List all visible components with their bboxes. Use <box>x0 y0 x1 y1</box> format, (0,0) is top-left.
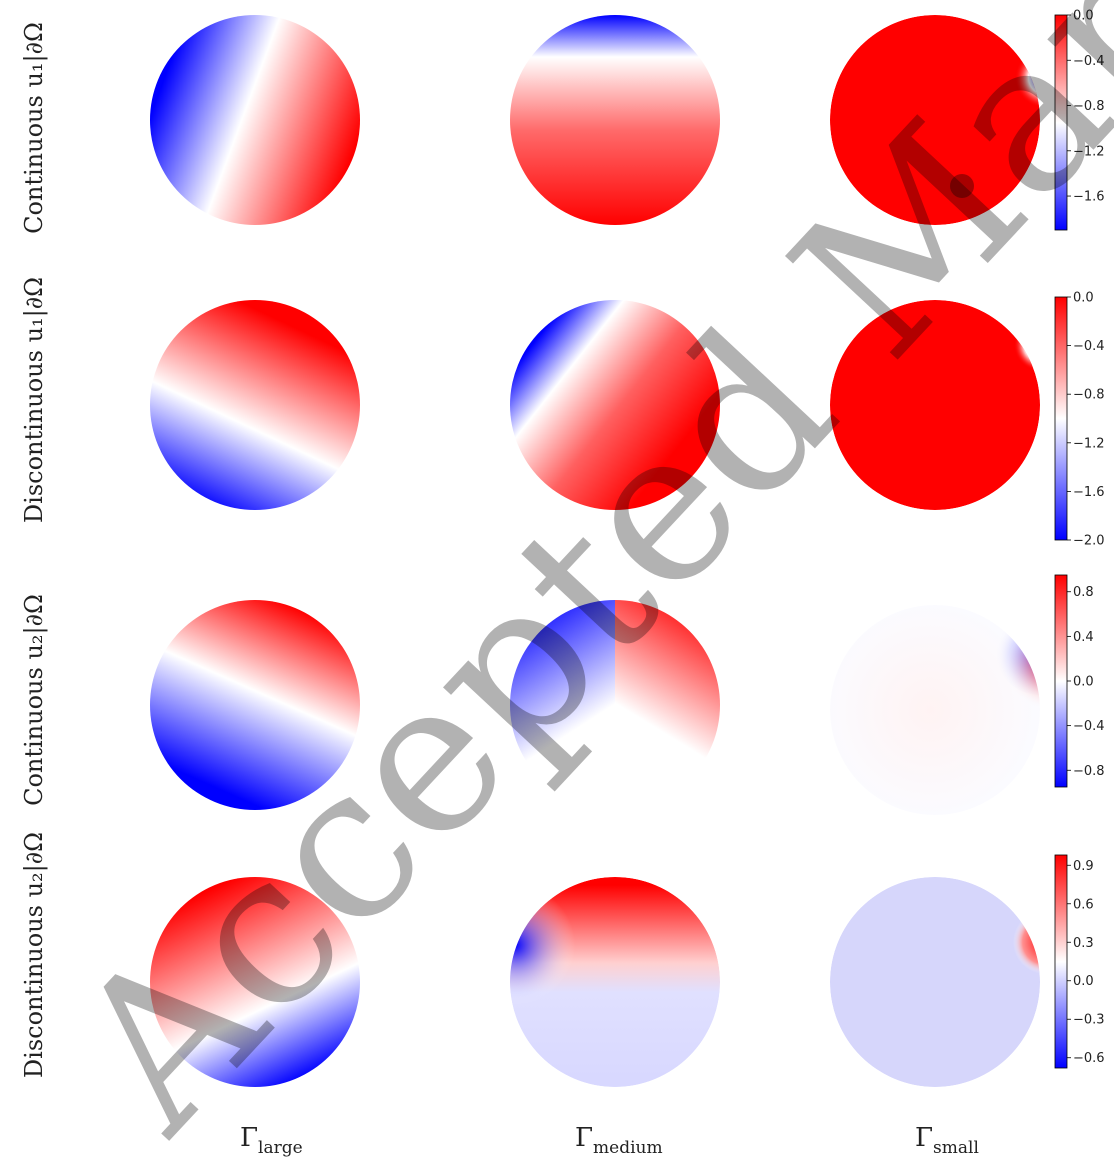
colorbar-tick-label: −1.2 <box>1073 436 1105 451</box>
panel-row2-medium <box>510 300 720 510</box>
blob-blue-r3c3 <box>995 605 1040 695</box>
disc-r1c2 <box>510 15 720 225</box>
colorbar-row2-ticks: 0.0 −0.4 −0.8 −1.2 −1.6 −2.0 <box>1067 291 1105 549</box>
colorbar-tick-label: −0.8 <box>1073 764 1105 779</box>
colorbar-row3-ticks: 0.8 0.4 0.0 −0.4 −0.8 <box>1067 585 1105 779</box>
col-label-small: Γsmall <box>915 1123 979 1157</box>
panel-row1-medium <box>510 15 720 225</box>
dark-dot-r1c3 <box>950 174 974 198</box>
colorbar-tick-label: −1.6 <box>1073 190 1105 205</box>
col-label-medium: Γmedium <box>575 1123 663 1157</box>
colorbar-tick-label: −0.8 <box>1073 99 1105 114</box>
colorbar-tick-label: −0.4 <box>1073 719 1105 734</box>
panel-row4-large <box>150 877 360 1087</box>
blob-blue-r4c3 <box>1006 879 1038 911</box>
colorbar-tick-label: −0.3 <box>1073 1013 1105 1028</box>
colorbar-tick-label: 0.8 <box>1073 585 1094 600</box>
blob-blue-r4c2 <box>510 885 575 1005</box>
disc-r4c3 <box>830 877 1040 1087</box>
disc-r2c3 <box>830 300 1040 510</box>
row-label-2: Discontinuous u₁|∂Ω <box>20 277 49 523</box>
colorbar-row4-bar <box>1054 854 1068 1069</box>
colorbar-row3: 0.8 0.4 0.0 −0.4 −0.8 <box>1054 574 1105 788</box>
panel-row3-medium <box>510 600 720 810</box>
row-label-1: Continuous u₁|∂Ω <box>20 22 49 234</box>
colorbar-row4-ticks: 0.9 0.6 0.3 0.0 −0.3 −0.6 <box>1067 859 1105 1066</box>
colorbar-tick-label: 0.6 <box>1073 897 1094 912</box>
row-label-4: Discontinuous u₂|∂Ω <box>20 832 49 1078</box>
panel-row1-large <box>150 15 360 225</box>
disc-r4c1 <box>150 877 360 1087</box>
colorbar-tick-label: 0.0 <box>1073 9 1094 24</box>
colorbar-row1-bar <box>1054 14 1068 231</box>
colorbar-row4: 0.9 0.6 0.3 0.0 −0.3 −0.6 <box>1054 854 1105 1069</box>
column-labels: Γlarge Γmedium Γsmall <box>240 1123 979 1157</box>
colorbar-tick-label: −1.6 <box>1073 485 1105 500</box>
disc-r3c3 <box>830 605 1040 815</box>
disc-r2c2 <box>510 300 720 510</box>
colorbar-row1: 0.0 −0.4 −0.8 −1.2 −1.6 <box>1054 9 1105 231</box>
disc-r3c1 <box>150 600 360 810</box>
panel-row4-medium <box>510 877 720 1087</box>
disc-r3c2-right <box>615 600 720 810</box>
row-labels: Continuous u₁|∂Ω Discontinuous u₁|∂Ω Con… <box>20 22 49 1078</box>
colorbar-row1-ticks: 0.0 −0.4 −0.8 −1.2 −1.6 <box>1067 9 1105 205</box>
colorbar-tick-label: −0.8 <box>1073 388 1105 403</box>
colorbar-tick-label: −0.4 <box>1073 54 1105 69</box>
colorbar-row2-bar <box>1054 296 1068 541</box>
colorbar-tick-label: −0.6 <box>1073 1051 1105 1066</box>
colorbar-tick-label: −0.4 <box>1073 339 1105 354</box>
colorbar-tick-label: 0.0 <box>1073 974 1094 989</box>
colorbar-tick-label: −1.2 <box>1073 144 1105 159</box>
panel-row2-large <box>150 300 360 510</box>
colorbar-row2: 0.0 −0.4 −0.8 −1.2 −1.6 −2.0 <box>1054 291 1105 549</box>
disc-r1c3 <box>830 15 1040 225</box>
col-label-large: Γlarge <box>240 1123 303 1157</box>
colorbar-tick-label: 0.9 <box>1073 859 1094 874</box>
row-label-3: Continuous u₂|∂Ω <box>20 594 49 806</box>
panel-row3-large <box>150 600 360 810</box>
disc-r3c2-left <box>510 600 615 810</box>
disc-r1c1 <box>150 15 360 225</box>
panel-row4-small <box>830 877 1040 1087</box>
colorbar-row3-bar <box>1054 574 1068 788</box>
colorbar-tick-label: 0.0 <box>1073 675 1094 690</box>
colorbar-tick-label: 0.4 <box>1073 630 1094 645</box>
colorbar-tick-label: −2.0 <box>1073 534 1105 549</box>
disc-r2c1 <box>150 300 360 510</box>
colorbar-tick-label: 0.0 <box>1073 291 1094 306</box>
colorbar-tick-label: 0.3 <box>1073 936 1094 951</box>
